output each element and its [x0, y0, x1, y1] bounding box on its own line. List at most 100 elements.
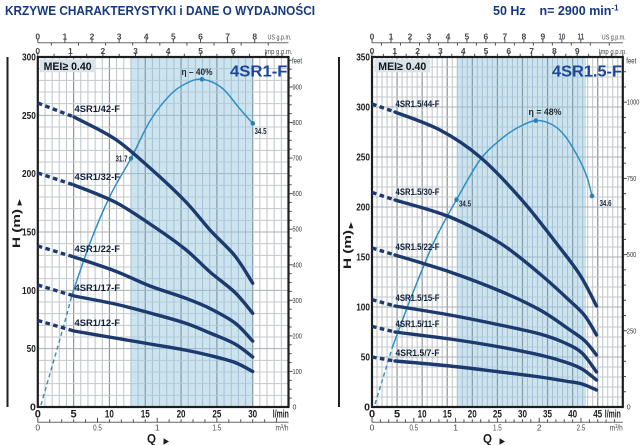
- svg-text:η = 48%: η = 48%: [529, 107, 563, 118]
- svg-text:KRZYWE CHARAKTERYSTYKI i DANE: KRZYWE CHARAKTERYSTYKI i DANE O WYDAJNOŚ…: [5, 3, 315, 18]
- svg-text:2: 2: [537, 423, 542, 433]
- svg-text:34.5: 34.5: [459, 199, 471, 209]
- svg-text:4SR1.5/44-F: 4SR1.5/44-F: [396, 99, 440, 109]
- svg-text:0.5: 0.5: [409, 423, 418, 433]
- svg-text:30: 30: [518, 409, 527, 421]
- svg-text:0: 0: [30, 402, 36, 414]
- svg-text:50 Hz: 50 Hz: [493, 4, 526, 18]
- svg-text:2: 2: [90, 32, 95, 42]
- svg-text:8: 8: [522, 32, 527, 42]
- svg-text:MEI≥ 0.40: MEI≥ 0.40: [378, 61, 426, 73]
- svg-text:4SR1/42-F: 4SR1/42-F: [75, 104, 121, 114]
- svg-text:m³/h: m³/h: [276, 423, 289, 433]
- svg-text:800: 800: [293, 120, 303, 127]
- svg-text:6: 6: [198, 32, 203, 42]
- svg-text:31.7: 31.7: [116, 154, 128, 164]
- svg-text:0: 0: [35, 32, 40, 42]
- svg-text:0: 0: [293, 405, 297, 412]
- svg-text:100: 100: [356, 302, 370, 314]
- svg-text:1.5: 1.5: [213, 423, 222, 433]
- svg-text:6: 6: [506, 46, 511, 56]
- svg-text:750: 750: [627, 176, 637, 183]
- svg-text:5: 5: [171, 32, 176, 42]
- svg-text:Imp g.p.m.: Imp g.p.m.: [265, 47, 293, 56]
- svg-text:0.5: 0.5: [93, 423, 102, 433]
- svg-text:0: 0: [35, 423, 40, 433]
- svg-text:30: 30: [248, 409, 257, 421]
- svg-text:2: 2: [101, 46, 106, 56]
- svg-text:l/min: l/min: [605, 409, 621, 421]
- svg-text:4: 4: [461, 46, 466, 56]
- svg-text:34.6: 34.6: [600, 198, 612, 208]
- svg-text:500: 500: [293, 227, 303, 234]
- svg-text:250: 250: [22, 110, 36, 122]
- svg-text:H (m): H (m): [11, 209, 23, 248]
- svg-text:7: 7: [529, 46, 534, 56]
- svg-text:4SR1.5-F: 4SR1.5-F: [552, 64, 622, 81]
- svg-text:l/min: l/min: [273, 409, 289, 421]
- svg-text:5: 5: [394, 409, 400, 421]
- svg-text:0: 0: [364, 402, 370, 414]
- svg-text:600: 600: [293, 191, 303, 198]
- svg-text:3: 3: [427, 32, 432, 42]
- svg-text:η – 40%: η – 40%: [182, 67, 213, 78]
- svg-text:1: 1: [389, 32, 394, 42]
- svg-text:feet: feet: [626, 57, 637, 66]
- svg-text:3: 3: [438, 46, 443, 56]
- svg-text:MEI≥ 0.40: MEI≥ 0.40: [44, 61, 92, 73]
- svg-text:0: 0: [370, 423, 375, 433]
- svg-text:50: 50: [361, 352, 370, 364]
- svg-text:6: 6: [484, 32, 489, 42]
- svg-text:500: 500: [627, 252, 637, 259]
- svg-text:35: 35: [543, 409, 552, 421]
- svg-text:50: 50: [27, 343, 36, 355]
- svg-text:700: 700: [293, 156, 303, 163]
- svg-text:9: 9: [540, 32, 545, 42]
- svg-text:7: 7: [503, 32, 508, 42]
- svg-text:H (m): H (m): [342, 230, 354, 269]
- svg-text:34.5: 34.5: [255, 126, 267, 136]
- svg-text:100: 100: [22, 285, 36, 297]
- svg-text:250: 250: [356, 152, 370, 164]
- svg-text:15: 15: [443, 409, 452, 421]
- svg-text:200: 200: [22, 168, 36, 180]
- svg-text:1: 1: [155, 423, 160, 433]
- svg-text:4SR1.5/7-F: 4SR1.5/7-F: [396, 348, 440, 358]
- svg-text:4SR1.5/11-F: 4SR1.5/11-F: [396, 319, 440, 329]
- svg-text:45: 45: [593, 409, 602, 421]
- svg-text:10: 10: [418, 409, 427, 421]
- svg-text:4SR1/12-F: 4SR1/12-F: [75, 318, 121, 328]
- svg-text:0: 0: [35, 46, 40, 56]
- svg-text:4: 4: [144, 32, 149, 42]
- svg-text:0: 0: [370, 46, 375, 56]
- svg-text:4: 4: [166, 46, 171, 56]
- svg-text:US g.p.m.: US g.p.m.: [602, 33, 626, 42]
- svg-text:4SR1.5/30-F: 4SR1.5/30-F: [396, 187, 440, 197]
- svg-text:1: 1: [392, 46, 397, 56]
- svg-text:1: 1: [453, 423, 458, 433]
- svg-text:25: 25: [493, 409, 502, 421]
- svg-text:8: 8: [252, 32, 257, 42]
- svg-text:4SR1/32-F: 4SR1/32-F: [75, 172, 121, 182]
- svg-text:Imp g.p.m.: Imp g.p.m.: [599, 47, 627, 56]
- svg-text:2: 2: [415, 46, 420, 56]
- svg-text:10: 10: [105, 409, 114, 421]
- svg-text:20: 20: [468, 409, 477, 421]
- svg-text:0: 0: [35, 409, 41, 421]
- svg-text:4SR1-F: 4SR1-F: [230, 64, 288, 81]
- svg-text:1.5: 1.5: [493, 423, 502, 433]
- svg-text:4SR1/17-F: 4SR1/17-F: [75, 283, 121, 293]
- svg-text:1: 1: [68, 46, 73, 56]
- svg-text:0: 0: [627, 405, 631, 412]
- svg-text:2.5: 2.5: [577, 423, 586, 433]
- svg-text:300: 300: [293, 298, 303, 305]
- svg-text:200: 200: [356, 202, 370, 214]
- svg-text:5: 5: [71, 409, 77, 421]
- svg-text:feet: feet: [292, 57, 303, 66]
- svg-text:4SR1.5/15-F: 4SR1.5/15-F: [396, 293, 440, 303]
- svg-text:150: 150: [22, 227, 36, 239]
- svg-text:350: 350: [356, 52, 370, 64]
- svg-text:4SR1.5/22-F: 4SR1.5/22-F: [396, 242, 440, 252]
- svg-text:4: 4: [446, 32, 451, 42]
- svg-text:2: 2: [408, 32, 413, 42]
